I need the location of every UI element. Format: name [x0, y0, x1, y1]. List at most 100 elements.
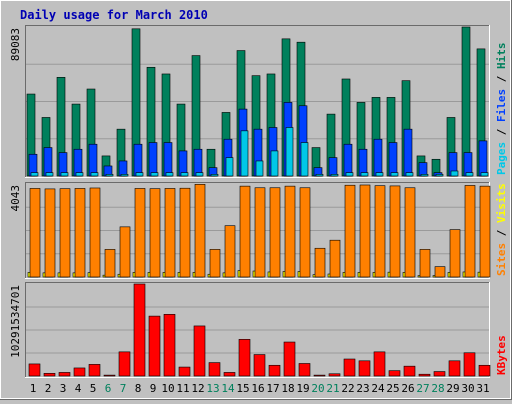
- bar-pages-day-3: [60, 172, 69, 177]
- x-tick-label-day-10: 10: [161, 382, 174, 395]
- x-tick-label-day-14: 14: [221, 382, 235, 395]
- bar-sites-day-30: [464, 185, 476, 278]
- x-tick-label-day-11: 11: [176, 382, 189, 395]
- bar-kbytes-day-30: [463, 352, 476, 377]
- x-tick-label-day-30: 30: [461, 382, 474, 395]
- bar-kbytes-day-3: [58, 372, 71, 377]
- x-tick-label-day-18: 18: [281, 382, 294, 395]
- x-tick-label-day-13: 13: [206, 382, 219, 395]
- bar-sites-day-16: [254, 187, 266, 278]
- series-axis-label-part: Visits: [495, 183, 508, 223]
- x-tick-label-day-22: 22: [341, 382, 354, 395]
- bar-files-day-9: [148, 142, 158, 177]
- bar-kbytes-day-28: [433, 371, 446, 377]
- x-tick-label-day-5: 5: [90, 382, 97, 395]
- panel-kbytes: 10291534701 KBytes: [9, 282, 508, 378]
- bar-kbytes-day-12: [193, 325, 206, 377]
- bar-pages-day-25: [390, 172, 399, 177]
- x-tick-label-day-15: 15: [236, 382, 249, 395]
- bar-sites-day-27: [419, 249, 431, 278]
- bar-kbytes-day-24: [373, 351, 386, 377]
- bar-sites-day-2: [44, 188, 56, 278]
- bar-sites-day-4: [74, 188, 86, 278]
- bar-pages-day-4: [75, 172, 84, 177]
- x-tick-label-day-12: 12: [191, 382, 204, 395]
- series-axis-label: Pages / Files / Hits: [495, 43, 508, 176]
- chart-panels: 89083 Pages / Files / Hits 4043 Sites / Vis…: [9, 25, 508, 378]
- bar-files-day-22: [343, 143, 353, 177]
- bar-files-day-7: [118, 160, 128, 177]
- series-axis-label-part: /: [495, 223, 508, 243]
- y-axis-max-label: 4043: [9, 185, 22, 212]
- bar-files-day-23: [358, 148, 368, 177]
- bar-files-day-2: [43, 147, 53, 177]
- x-tick-label-day-19: 19: [296, 382, 309, 395]
- x-tick-label-day-16: 16: [251, 382, 264, 395]
- bar-sites-day-6: [104, 249, 116, 278]
- bar-sites-day-14: [224, 225, 236, 278]
- x-tick-label-day-2: 2: [45, 382, 52, 395]
- bar-kbytes-day-20: [313, 374, 326, 377]
- bar-pages-day-10: [165, 172, 174, 177]
- y-axis-max-label: 10291534701: [9, 285, 22, 358]
- series-axis-label: KBytes: [495, 335, 508, 375]
- x-tick-label-day-4: 4: [75, 382, 82, 395]
- bar-files-day-26: [403, 128, 413, 177]
- bar-kbytes-day-13: [208, 362, 221, 377]
- bar-pages-day-14: [225, 157, 234, 177]
- bar-pages-day-18: [285, 127, 294, 177]
- bar-sites-day-7: [119, 226, 131, 278]
- bar-sites-day-3: [59, 188, 71, 278]
- bar-sites-day-21: [329, 239, 341, 278]
- x-tick-label-day-1: 1: [30, 382, 37, 395]
- bar-kbytes-day-18: [283, 341, 296, 377]
- bar-kbytes-day-16: [253, 354, 266, 377]
- bar-pages-day-28: [435, 174, 444, 177]
- bar-files-day-21: [328, 157, 338, 177]
- bar-sites-day-12: [194, 183, 206, 278]
- bar-files-day-27: [418, 162, 428, 177]
- bar-sites-day-15: [239, 185, 251, 278]
- bar-kbytes-day-11: [178, 366, 191, 377]
- bar-files-day-8: [133, 143, 143, 177]
- bar-pages-day-7: [120, 174, 129, 177]
- bar-kbytes-day-8: [133, 283, 146, 377]
- series-sites: [29, 183, 491, 278]
- bar-kbytes-day-17: [268, 364, 281, 377]
- bar-files-day-4: [73, 148, 83, 177]
- bar-pages-day-15: [240, 130, 249, 177]
- x-tick-label-day-9: 9: [150, 382, 157, 395]
- x-tick-label-day-29: 29: [446, 382, 459, 395]
- series-axis-label-part: Sites: [495, 243, 508, 276]
- bar-kbytes-day-1: [28, 363, 41, 377]
- bar-pages-day-17: [270, 150, 279, 177]
- chart-title: Daily usage for March 2010: [20, 8, 208, 22]
- bar-pages-day-5: [90, 172, 99, 177]
- bar-files-day-12: [193, 148, 203, 177]
- bar-kbytes-day-10: [163, 314, 176, 377]
- x-tick-label-day-23: 23: [356, 382, 369, 395]
- bar-sites-day-18: [284, 185, 296, 278]
- bar-sites-day-28: [434, 266, 446, 278]
- bar-sites-day-29: [449, 229, 461, 278]
- x-tick-label-day-26: 26: [401, 382, 414, 395]
- bar-sites-day-1: [29, 188, 41, 278]
- bar-pages-day-12: [195, 172, 204, 177]
- x-tick-label-day-17: 17: [266, 382, 279, 395]
- x-tick-label-day-31: 31: [476, 382, 489, 395]
- x-tick-label-day-25: 25: [386, 382, 399, 395]
- bar-pages-day-19: [300, 142, 309, 177]
- bar-sites-day-5: [89, 187, 101, 278]
- bar-sites-day-13: [209, 249, 221, 278]
- bar-pages-day-26: [405, 172, 414, 177]
- bar-kbytes-day-21: [328, 373, 341, 377]
- bar-sites-day-9: [149, 188, 161, 278]
- bar-sites-day-19: [299, 187, 311, 278]
- bar-files-day-25: [388, 142, 398, 177]
- bar-pages-day-16: [255, 160, 264, 177]
- bar-pages-day-27: [420, 174, 429, 177]
- bar-sites-day-24: [374, 185, 386, 278]
- x-tick-label-day-8: 8: [135, 382, 142, 395]
